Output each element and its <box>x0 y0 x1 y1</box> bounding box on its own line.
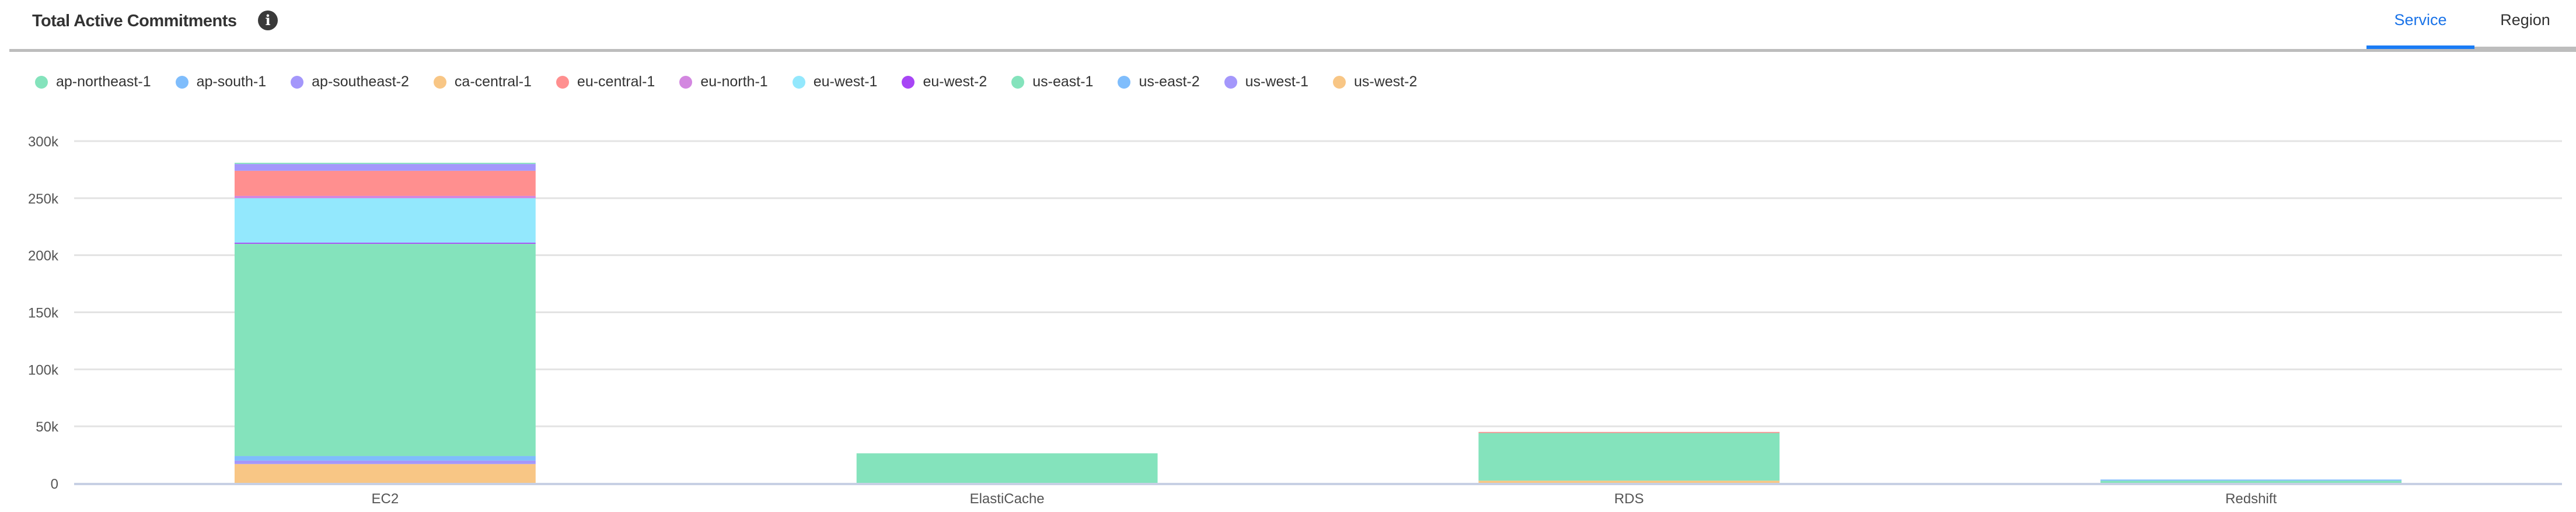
legend-label: ca-central-1 <box>454 73 532 90</box>
y-tick-label: 150k <box>28 306 59 321</box>
bar-segment-RDS-us-east-1 <box>1478 433 1780 481</box>
tab-region[interactable]: Region <box>2500 11 2550 29</box>
active-tab-indicator <box>2366 45 2474 50</box>
legend-label: us-east-1 <box>1032 73 1094 90</box>
legend-item-eu-north-1[interactable]: eu-north-1 <box>679 73 768 90</box>
x-tick-label: RDS <box>1614 491 1644 507</box>
legend-item-ap-southeast-2[interactable]: ap-southeast-2 <box>291 73 409 90</box>
legend-item-us-east-1[interactable]: us-east-1 <box>1011 73 1093 90</box>
bar-segment-EC2-us-east-2 <box>234 456 536 461</box>
bar-segment-RDS-us-west-2 <box>1478 481 1780 483</box>
legend-item-us-west-2[interactable]: us-west-2 <box>1333 73 1417 90</box>
bar-segment-EC2-eu-west-1 <box>234 198 536 243</box>
bar-segment-EC2-ap-southeast-2 <box>234 164 536 171</box>
legend-item-us-west-1[interactable]: us-west-1 <box>1224 73 1308 90</box>
header-divider <box>9 49 2576 52</box>
legend-marker-icon <box>1333 75 1346 89</box>
chart-title: Total Active Commitments <box>32 12 237 30</box>
legend-marker-icon <box>433 75 446 89</box>
legend-marker-icon <box>291 75 304 89</box>
x-tick-label: ElastiCache <box>970 491 1045 507</box>
legend-item-eu-west-1[interactable]: eu-west-1 <box>792 73 878 90</box>
chart-legend: ap-northeast-1 ap-south-1 ap-southeast-2 ca… <box>35 73 1441 90</box>
legend-label: eu-north-1 <box>700 73 768 90</box>
legend-item-ca-central-1[interactable]: ca-central-1 <box>433 73 532 90</box>
tab-service[interactable]: Service <box>2394 11 2447 29</box>
bar-segment-EC2-eu-north-1 <box>234 195 536 198</box>
legend-label: eu-west-1 <box>813 73 878 90</box>
legend-marker-icon <box>679 75 693 89</box>
chart-header: Total Active Commitments i Service Regio… <box>0 0 2576 52</box>
bar-segment-EC2-us-west-2 <box>234 464 536 483</box>
x-tick-label: Redshift <box>2225 491 2277 507</box>
legend-item-ap-northeast-1[interactable]: ap-northeast-1 <box>35 73 151 90</box>
legend-marker-icon <box>175 75 189 89</box>
bar-segment-EC2-eu-central-1 <box>234 170 536 196</box>
bar-segment-Redshift-us-east-1 <box>2100 481 2402 483</box>
legend-item-eu-central-1[interactable]: eu-central-1 <box>556 73 655 90</box>
bar-segment-EC2-us-west-1 <box>234 460 536 464</box>
legend-label: eu-west-2 <box>923 73 987 90</box>
legend-label: us-west-2 <box>1354 73 1418 90</box>
x-tick-label: EC2 <box>372 491 399 507</box>
bar-segment-EC2-ap-northeast-1 <box>234 163 536 164</box>
legend-marker-icon <box>556 75 569 89</box>
y-tick-label: 250k <box>28 191 59 207</box>
legend-marker-icon <box>1224 75 1237 89</box>
legend-marker-icon <box>1011 75 1025 89</box>
bar-segment-Redshift-ap-south-1 <box>2100 479 2402 481</box>
bar-segment-EC2-eu-west-2 <box>234 243 536 244</box>
legend-item-ap-south-1[interactable]: ap-south-1 <box>175 73 267 90</box>
y-tick-label: 100k <box>28 362 59 378</box>
legend-marker-icon <box>1118 75 1131 89</box>
y-tick-label: 50k <box>36 419 59 435</box>
bar-segment-EC2-us-east-1 <box>234 244 536 457</box>
legend-label: ap-northeast-1 <box>56 73 151 90</box>
legend-label: ap-southeast-2 <box>312 73 409 90</box>
legend-label: ap-south-1 <box>196 73 267 90</box>
y-tick-label: 0 <box>51 476 58 492</box>
legend-marker-icon <box>902 75 915 89</box>
legend-label: us-east-2 <box>1139 73 1200 90</box>
bar-segment-RDS-eu-central-1 <box>1478 432 1780 433</box>
tab-rail <box>2474 47 2576 49</box>
legend-item-eu-west-2[interactable]: eu-west-2 <box>902 73 987 90</box>
legend-label: us-west-1 <box>1245 73 1309 90</box>
info-icon[interactable]: i <box>258 10 278 30</box>
y-tick-label: 200k <box>28 248 59 264</box>
legend-marker-icon <box>792 75 805 89</box>
legend-marker-icon <box>35 75 48 89</box>
legend-label: eu-central-1 <box>577 73 655 90</box>
bar-segment-ElastiCache-us-east-1 <box>856 453 1158 483</box>
legend-item-us-east-2[interactable]: us-east-2 <box>1118 73 1200 90</box>
y-tick-label: 300k <box>28 134 59 150</box>
